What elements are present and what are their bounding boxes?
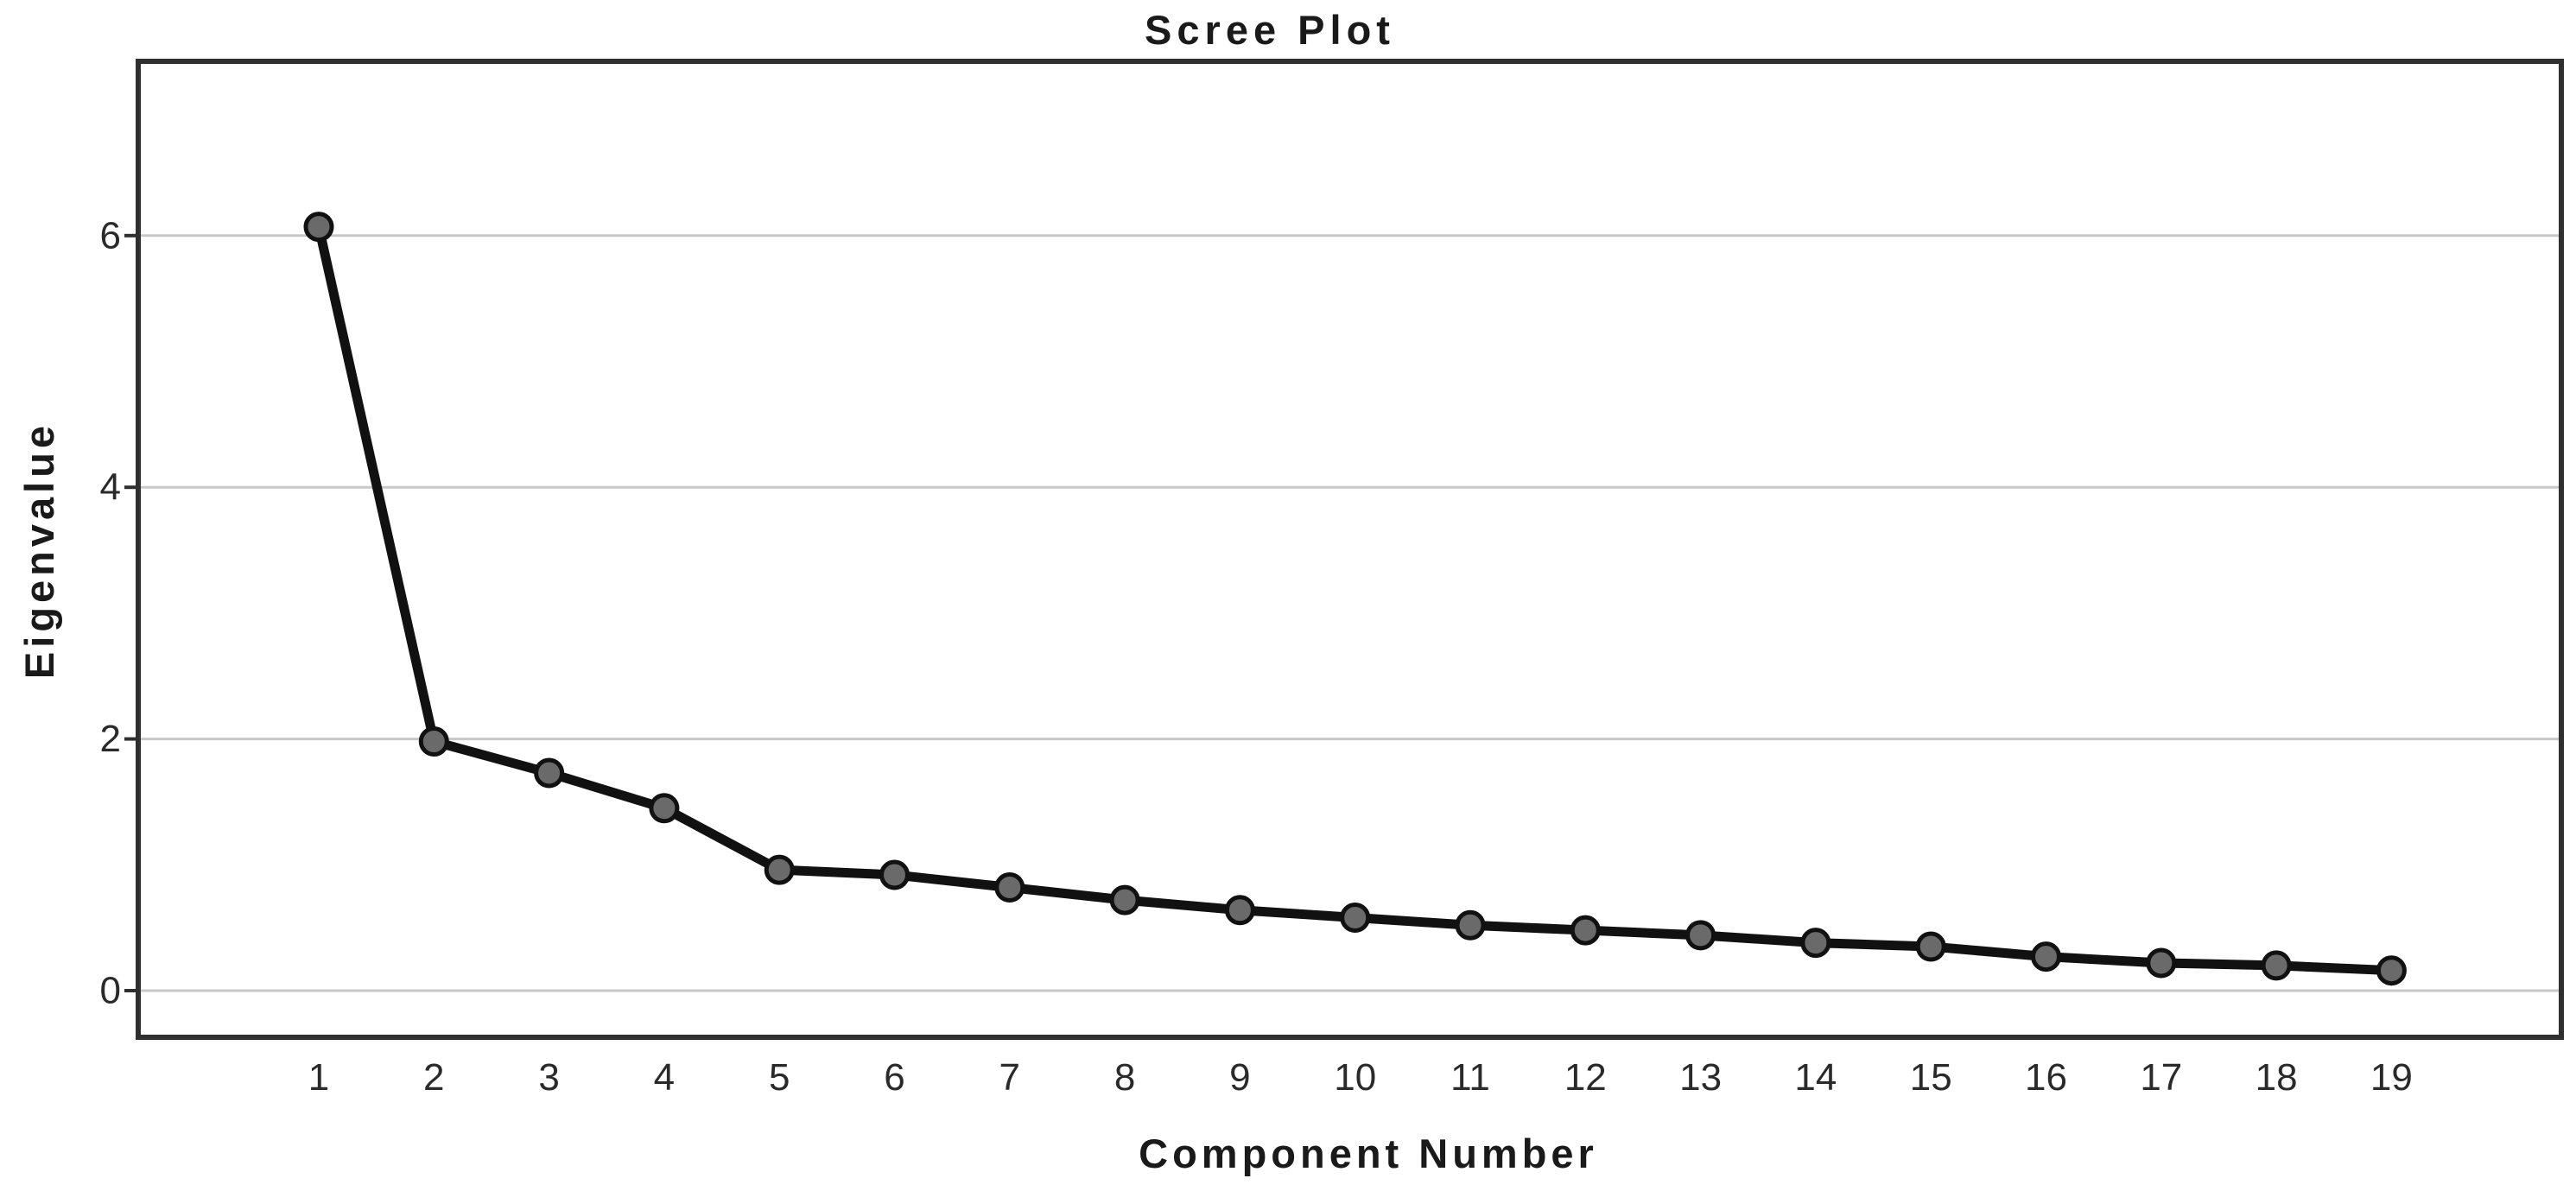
data-point bbox=[2146, 947, 2177, 979]
x-tick-label: 9 bbox=[1229, 1056, 1250, 1099]
data-point bbox=[1340, 902, 1371, 933]
y-tick-label: 6 bbox=[100, 214, 121, 257]
y-tick-label: 2 bbox=[100, 718, 121, 760]
y-axis-tick-labels: 0 2 4 6 bbox=[100, 214, 121, 1011]
x-tick-label: 16 bbox=[2025, 1056, 2067, 1099]
data-point bbox=[1455, 909, 1486, 941]
data-point bbox=[303, 212, 334, 243]
x-tick-label: 6 bbox=[884, 1056, 904, 1099]
x-tick-label: 1 bbox=[308, 1056, 329, 1099]
data-point bbox=[534, 757, 565, 789]
data-point bbox=[994, 872, 1025, 903]
x-tick-label: 13 bbox=[1679, 1056, 1722, 1099]
y-axis-title: Eigenvalue bbox=[16, 421, 62, 679]
x-tick-label: 18 bbox=[2256, 1056, 2298, 1099]
x-tick-label: 17 bbox=[2140, 1056, 2182, 1099]
x-axis-title: Component Number bbox=[1139, 1131, 1598, 1176]
data-point bbox=[418, 726, 449, 757]
x-tick-label: 19 bbox=[2370, 1056, 2413, 1099]
x-tick-label: 10 bbox=[1334, 1056, 1376, 1099]
data-point bbox=[2031, 941, 2061, 972]
x-tick-label: 5 bbox=[769, 1056, 790, 1099]
chart-title: Scree Plot bbox=[1145, 7, 1395, 53]
data-point bbox=[649, 793, 680, 824]
data-point bbox=[2376, 955, 2407, 986]
x-tick-label: 11 bbox=[1450, 1056, 1490, 1099]
gridlines bbox=[141, 234, 2559, 992]
data-point bbox=[2261, 950, 2292, 981]
data-point bbox=[764, 854, 795, 885]
x-tick-label: 2 bbox=[423, 1056, 444, 1099]
x-tick-label: 15 bbox=[1910, 1056, 1952, 1099]
data-point bbox=[1109, 884, 1140, 915]
x-tick-label: 4 bbox=[654, 1056, 675, 1099]
data-point bbox=[1800, 928, 1831, 959]
plot-frame bbox=[136, 59, 2564, 1040]
x-tick-label: 8 bbox=[1114, 1056, 1135, 1099]
data-points bbox=[303, 212, 2407, 986]
x-tick-label: 7 bbox=[999, 1056, 1020, 1099]
data-point bbox=[1685, 920, 1716, 951]
data-point bbox=[879, 859, 910, 890]
x-axis-tick-labels: 1 2 3 4 5 6 7 8 9 10 11 12 13 14 15 16 17 18 19 bbox=[308, 1056, 2413, 1099]
x-tick-label: 3 bbox=[538, 1056, 559, 1099]
y-axis-ticks bbox=[124, 233, 138, 992]
data-point bbox=[1224, 895, 1255, 926]
data-point bbox=[1915, 931, 1946, 962]
series-line bbox=[314, 222, 2396, 976]
y-tick-label: 0 bbox=[100, 970, 121, 1012]
data-point bbox=[1570, 915, 1601, 946]
x-tick-label: 12 bbox=[1564, 1056, 1607, 1099]
x-tick-label: 14 bbox=[1794, 1056, 1837, 1099]
y-tick-label: 4 bbox=[100, 466, 121, 509]
